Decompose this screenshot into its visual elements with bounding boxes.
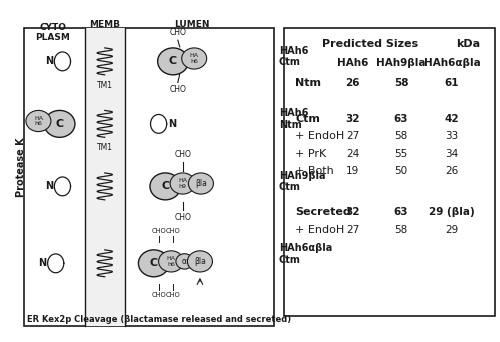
Ellipse shape [188, 173, 214, 194]
Text: 63: 63 [394, 207, 408, 218]
Text: N: N [168, 119, 176, 129]
Text: βla: βla [194, 257, 206, 266]
Text: HA
h6: HA h6 [166, 256, 175, 267]
Text: N: N [38, 258, 46, 268]
Ellipse shape [170, 173, 195, 194]
Text: 32: 32 [346, 114, 360, 124]
Text: CYTO
PLASM: CYTO PLASM [36, 23, 70, 42]
Text: CHO: CHO [166, 292, 180, 298]
Ellipse shape [158, 251, 184, 272]
Text: C: C [150, 258, 158, 268]
Text: HA
h9: HA h9 [178, 178, 187, 189]
Ellipse shape [44, 110, 75, 137]
Text: CHO: CHO [170, 86, 186, 94]
Text: 58: 58 [394, 78, 408, 89]
Text: TM1: TM1 [97, 143, 113, 152]
Text: + EndoH: + EndoH [295, 131, 344, 141]
Text: kDa: kDa [456, 39, 480, 49]
Text: MEMB: MEMB [90, 20, 120, 29]
Text: + PrK: + PrK [295, 149, 326, 159]
Text: 27: 27 [346, 131, 360, 141]
Text: 58: 58 [394, 131, 407, 141]
Text: HA
h6: HA h6 [190, 53, 198, 64]
Text: 33: 33 [446, 131, 458, 141]
Text: LUMEN: LUMEN [174, 20, 210, 29]
Text: 26: 26 [446, 166, 458, 176]
Text: 55: 55 [394, 149, 407, 159]
Text: 24: 24 [346, 149, 360, 159]
Text: Secreted: Secreted [295, 207, 351, 218]
Text: Predicted Sizes: Predicted Sizes [322, 39, 418, 49]
Text: 34: 34 [446, 149, 458, 159]
Text: 27: 27 [346, 225, 360, 235]
Text: HA
h6: HA h6 [34, 116, 43, 127]
Ellipse shape [138, 250, 169, 277]
Text: + EndoH: + EndoH [295, 225, 344, 235]
Text: Ntm: Ntm [295, 78, 321, 89]
Text: N: N [44, 181, 53, 192]
FancyBboxPatch shape [24, 28, 274, 326]
Text: HAh6αβla
Ctm: HAh6αβla Ctm [279, 243, 332, 264]
Ellipse shape [188, 251, 212, 272]
Text: CHO: CHO [170, 28, 186, 37]
Text: HAh6
Ctm: HAh6 Ctm [279, 46, 308, 67]
Text: C: C [56, 119, 64, 129]
Ellipse shape [182, 48, 206, 69]
Text: C: C [162, 181, 170, 192]
FancyBboxPatch shape [284, 28, 495, 316]
Ellipse shape [150, 173, 180, 200]
Text: + Both: + Both [295, 166, 334, 176]
Ellipse shape [158, 48, 188, 75]
Text: α: α [182, 257, 187, 266]
Text: CHO: CHO [151, 228, 166, 235]
Text: CHO: CHO [151, 292, 166, 298]
Text: HAh6: HAh6 [337, 58, 368, 68]
Text: HAh9βla: HAh9βla [376, 58, 426, 68]
Text: 63: 63 [394, 114, 408, 124]
Text: 50: 50 [394, 166, 407, 176]
Text: 61: 61 [444, 78, 459, 89]
Text: 19: 19 [346, 166, 360, 176]
Text: HAh6αβla: HAh6αβla [424, 58, 480, 68]
Text: 29: 29 [446, 225, 458, 235]
Text: C: C [169, 56, 177, 66]
Text: N: N [44, 56, 53, 66]
Text: CHO: CHO [174, 213, 191, 222]
Text: ER Kex2p Cleavage (βlactamase released and secreted): ER Kex2p Cleavage (βlactamase released a… [26, 315, 290, 324]
Text: Protease K: Protease K [16, 137, 26, 197]
FancyBboxPatch shape [84, 28, 125, 326]
Text: CHO: CHO [174, 150, 191, 159]
Text: 26: 26 [346, 78, 360, 89]
Text: βla: βla [195, 179, 207, 188]
Text: 29 (βla): 29 (βla) [429, 207, 475, 218]
Ellipse shape [26, 110, 51, 132]
Text: 42: 42 [444, 114, 459, 124]
Text: CHO: CHO [166, 228, 180, 235]
Text: HAh6
Ntm: HAh6 Ntm [279, 108, 308, 130]
Text: 32: 32 [346, 207, 360, 218]
Text: 58: 58 [394, 225, 407, 235]
Text: HAh9βla
Ctm: HAh9βla Ctm [279, 171, 326, 193]
Text: TM1: TM1 [97, 81, 113, 90]
Ellipse shape [176, 254, 193, 269]
Text: Ctm: Ctm [295, 114, 320, 124]
